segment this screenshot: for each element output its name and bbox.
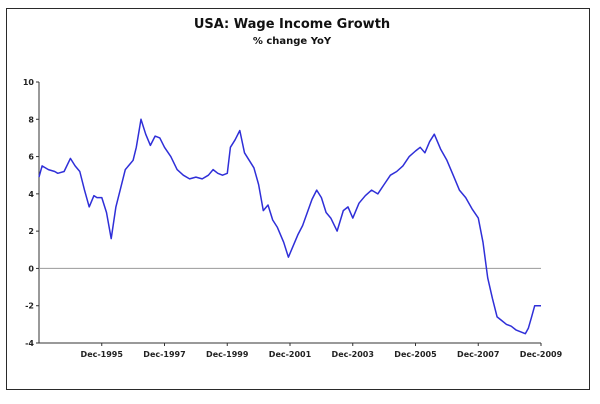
x-tick-label: Dec-2005 <box>394 350 437 359</box>
chart-frame <box>6 8 590 390</box>
y-tick-label: 6 <box>28 153 34 162</box>
series-line <box>38 118 541 335</box>
y-tick-label: 10 <box>23 78 35 87</box>
chart-title: USA: Wage Income Growth <box>193 17 391 32</box>
y-tick-label: -4 <box>25 339 34 348</box>
x-tick-label: Dec-1997 <box>143 350 185 359</box>
series-group <box>38 118 541 335</box>
x-tick-label: Dec-2007 <box>457 350 499 359</box>
x-tick-label: Dec-2009 <box>520 350 563 359</box>
y-axis-ticks: -4 -2 0 2 4 6 8 10 <box>23 78 39 348</box>
x-tick-label: Dec-1999 <box>206 350 249 359</box>
x-tick-label: Dec-1995 <box>81 350 124 359</box>
y-tick-label: -2 <box>25 302 34 311</box>
y-tick-label: 0 <box>28 264 34 273</box>
x-tick-label: Dec-2001 <box>269 350 312 359</box>
x-tick-label: Dec-2003 <box>332 350 374 359</box>
x-axis-ticks: Dec-1995 Dec-1997 Dec-1999 Dec-2001 Dec-2003… <box>81 343 563 359</box>
y-tick-label: 8 <box>28 115 34 124</box>
chart-subtitle: % change YoY <box>252 36 332 47</box>
y-tick-label: 4 <box>28 190 34 199</box>
chart-axes <box>38 82 541 344</box>
y-tick-label: 2 <box>28 227 34 236</box>
